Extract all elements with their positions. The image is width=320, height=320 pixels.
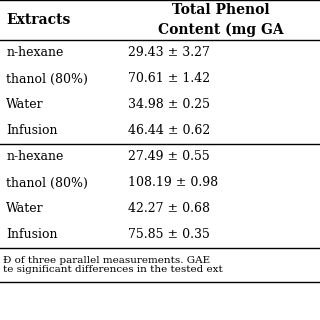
Text: Infusion: Infusion [6,228,58,242]
Text: 42.27 ± 0.68: 42.27 ± 0.68 [128,203,210,215]
Text: 46.44 ± 0.62: 46.44 ± 0.62 [128,124,210,138]
Text: n-hexane: n-hexane [6,150,64,164]
Text: 29.43 ± 3.27: 29.43 ± 3.27 [128,46,210,60]
Text: 34.98 ± 0.25: 34.98 ± 0.25 [128,99,210,111]
Text: Ð of three parallel measurements. GAE: Ð of three parallel measurements. GAE [3,256,210,265]
Text: 70.61 ± 1.42: 70.61 ± 1.42 [128,73,210,85]
Text: thanol (80%): thanol (80%) [6,73,88,85]
Text: 27.49 ± 0.55: 27.49 ± 0.55 [128,150,210,164]
Text: n-hexane: n-hexane [6,46,64,60]
Text: Total Phenol: Total Phenol [172,4,270,17]
Text: Water: Water [6,99,44,111]
Text: 108.19 ± 0.98: 108.19 ± 0.98 [128,177,218,189]
Text: thanol (80%): thanol (80%) [6,177,88,189]
Text: Extracts: Extracts [6,13,71,27]
Text: Water: Water [6,203,44,215]
Text: Content (mg GA: Content (mg GA [158,22,284,37]
Text: 75.85 ± 0.35: 75.85 ± 0.35 [128,228,210,242]
Text: Infusion: Infusion [6,124,58,138]
Text: te significant differences in the tested ext: te significant differences in the tested… [3,265,223,274]
